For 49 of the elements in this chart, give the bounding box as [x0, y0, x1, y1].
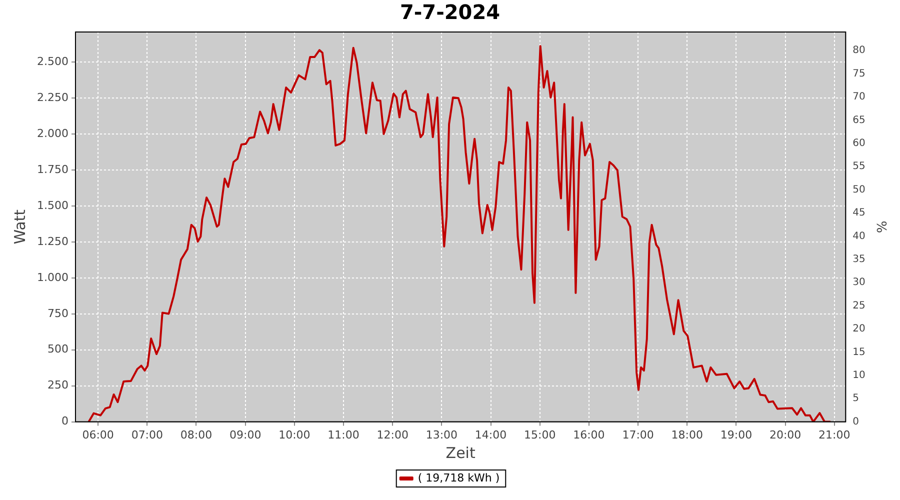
y-tick-label: 2.500 [36, 55, 68, 68]
x-tick-label: 15:00 [524, 428, 556, 442]
y2-tick-label: 25 [852, 300, 866, 312]
x-tick-label: 09:00 [229, 428, 262, 442]
y2-axis-title: % [872, 220, 888, 234]
x-tick-label: 14:00 [474, 428, 507, 442]
x-tick-label: 13:00 [426, 428, 458, 442]
y-tick-label: 1.000 [36, 270, 68, 284]
y2-tick-label: 60 [852, 138, 866, 149]
y2-tick-label: 75 [852, 68, 866, 80]
y-tick-label: 1.250 [36, 234, 68, 248]
y2-tick-label: 80 [852, 45, 866, 56]
x-tick-label: 11:00 [328, 428, 360, 442]
y2-tick-label: 50 [852, 184, 866, 196]
y-tick-label: 1.750 [36, 162, 68, 176]
x-tick-label: 21:00 [818, 428, 850, 442]
y-tick-label: 2.000 [36, 126, 68, 140]
y-tick-label: 0 [61, 414, 68, 428]
y2-tick-label: 10 [852, 370, 866, 381]
y2-tick-label: 55 [852, 161, 866, 172]
x-tick-label: 16:00 [573, 428, 605, 442]
x-tick-label: 20:00 [769, 428, 802, 442]
y2-tick-label: 70 [852, 92, 866, 103]
x-tick-label: 12:00 [376, 428, 408, 442]
y2-tick-label: 45 [852, 208, 866, 219]
chart-title: 7-7-2024 [400, 0, 500, 24]
y2-tick-label: 20 [852, 324, 866, 335]
y-tick-label: 250 [47, 378, 68, 392]
y-tick-label: 1.500 [36, 198, 68, 212]
x-tick-label: 07:00 [131, 428, 164, 442]
x-tick-label: 10:00 [278, 428, 310, 442]
x-tick-label: 18:00 [671, 428, 703, 442]
y-tick-label: 500 [47, 342, 68, 356]
y2-tick-label: 65 [852, 114, 866, 126]
legend-label: ( 19,718 kWh ) [418, 471, 500, 484]
y2-tick-label: 30 [852, 277, 866, 288]
y-axis-title: Watt [10, 209, 29, 244]
x-tick-label: 08:00 [180, 428, 212, 442]
y2-tick-label: 0 [852, 416, 860, 428]
x-tick-label: 06:00 [82, 428, 114, 442]
x-tick-label: 19:00 [720, 428, 752, 442]
y-tick-label: 750 [47, 306, 68, 320]
y-tick-label: 2.250 [36, 91, 68, 104]
y2-tick-label: 15 [852, 346, 866, 358]
x-tick-label: 17:00 [622, 428, 654, 442]
y2-tick-label: 40 [852, 230, 866, 242]
y2-tick-label: 35 [852, 254, 866, 265]
y2-tick-label: 5 [852, 393, 860, 404]
x-axis-title: Zeit [446, 444, 476, 462]
